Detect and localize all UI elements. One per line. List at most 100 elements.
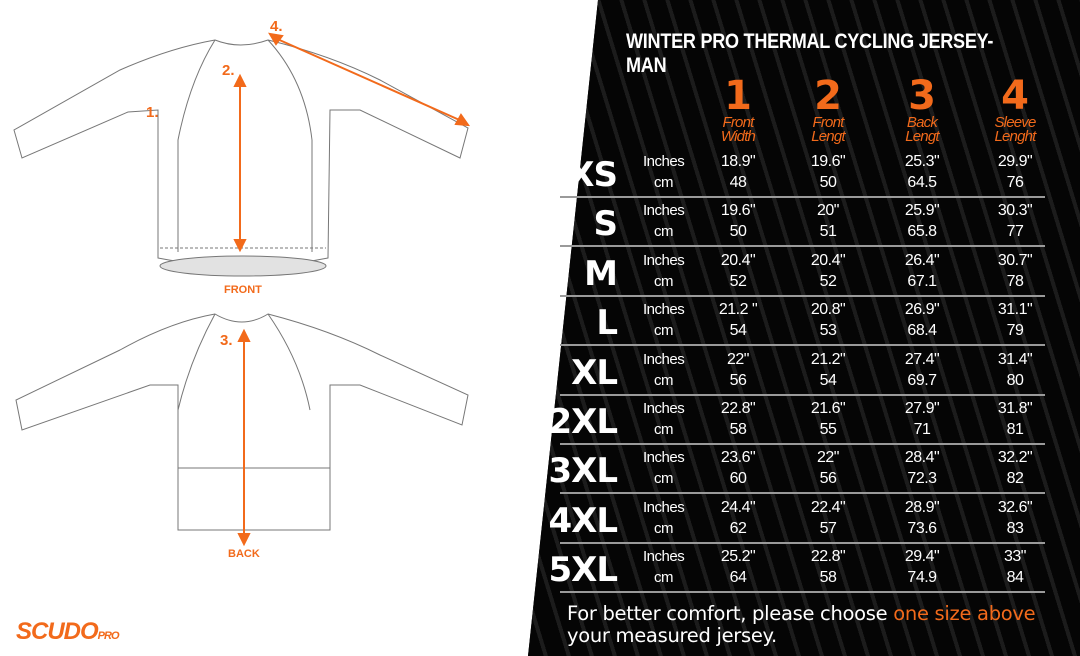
value-inches: 22" (817, 449, 839, 467)
value-inches: 22" (727, 350, 749, 368)
value-inches: 22.8" (810, 548, 846, 566)
value-inches: 27.9" (904, 400, 940, 417)
jersey-diagrams (13, 32, 471, 547)
column-header-1: 1 Front Width (693, 76, 783, 144)
column-header-2: 2 Front Lengt (783, 76, 873, 144)
value-cm: 62 (729, 519, 747, 537)
back-caption: BACK (228, 548, 260, 560)
column-header-3: 3 Back Lengt (877, 76, 967, 144)
unit-inches: Inches (643, 350, 685, 368)
value-inches: 22.4" (810, 498, 846, 516)
back-jersey-drawing (15, 313, 469, 531)
size-label: XL (571, 352, 618, 393)
column-number: 3 (908, 73, 936, 119)
value-cm: 52 (819, 272, 837, 290)
value-cm: 74.9 (907, 569, 937, 587)
column-header-4: 4 Sleeve Lenght (970, 76, 1060, 144)
column-label: Front Width (720, 114, 756, 145)
value-cm: 60 (729, 470, 747, 488)
unit-inches: Inches (643, 498, 685, 516)
value-inches: 21.2 " (718, 301, 758, 319)
value-cm: 68.4 (907, 322, 937, 340)
value-cm: 54 (729, 322, 747, 340)
column-label: Back Lengt (905, 114, 939, 145)
value-inches: 28.9" (904, 498, 940, 516)
unit-inches: Inches (643, 251, 685, 269)
column-number: 1 (724, 73, 752, 119)
unit-cm: cm (654, 421, 674, 438)
size-label: S (593, 204, 618, 245)
label-front-length: 2. (222, 62, 235, 79)
value-cm: 57 (819, 519, 837, 537)
size-row-4xl: 4XL Inches cm 24.4" 62 22.4" 57 28.9" 73.6 3… (548, 495, 1045, 544)
value-inches: 21.6" (810, 400, 846, 417)
value-inches: 27.4" (904, 350, 940, 368)
value-inches: 30.7" (997, 251, 1033, 269)
value-cm: 56 (729, 371, 747, 389)
unit-inches: Inches (643, 548, 685, 566)
value-cm: 77 (1006, 223, 1024, 241)
value-inches: 28.4" (904, 449, 940, 467)
column-number: 4 (1001, 73, 1029, 119)
size-row-l: L Inches cm 21.2 " 54 20.8" 53 26.9" 68.4 31… (560, 297, 1045, 347)
value-inches: 25.3" (904, 153, 940, 170)
size-label: 2XL (548, 402, 618, 442)
size-label: 3XL (548, 451, 618, 492)
unit-cm: cm (654, 223, 674, 241)
fit-note: For better comfort, please choose one si… (567, 602, 1036, 647)
column-label: Sleeve Lenght (994, 114, 1036, 145)
unit-inches: Inches (643, 301, 685, 319)
size-label: L (596, 303, 618, 344)
column-label: Front Lengt (811, 114, 845, 145)
value-cm: 50 (819, 174, 837, 191)
scudo-pro-logo: SCUDOPRO (16, 618, 120, 645)
size-row-xl: XL Inches cm 22" 56 21.2" 54 27.4" 69.7 31.4… (560, 347, 1045, 396)
unit-cm: cm (654, 272, 674, 290)
value-cm: 83 (1006, 519, 1024, 537)
value-cm: 81 (1006, 421, 1024, 438)
size-row-m: M Inches cm 20.4" 52 20.4" 52 26.4" 67.1 30.… (560, 248, 1045, 297)
value-cm: 53 (819, 322, 837, 340)
value-inches: 32.6" (997, 498, 1033, 516)
unit-inches: Inches (643, 202, 685, 220)
value-inches: 22.8" (720, 400, 756, 417)
value-cm: 48 (729, 174, 747, 191)
value-inches: 31.4" (997, 350, 1033, 368)
value-inches: 19.6" (720, 202, 756, 220)
label-sleeve-length: 4. (270, 18, 283, 35)
front-jersey-drawing (13, 39, 469, 277)
unit-cm: cm (654, 470, 674, 488)
value-cm: 69.7 (907, 371, 937, 389)
value-inches: 30.3" (997, 202, 1033, 220)
value-cm: 58 (819, 569, 837, 587)
value-cm: 78 (1006, 272, 1024, 290)
value-inches: 31.8" (997, 400, 1033, 417)
value-inches: 26.9" (904, 301, 940, 319)
chart-title: WINTER PRO THERMAL CYCLING JERSEY-MAN (626, 30, 994, 77)
value-cm: 50 (729, 223, 747, 241)
value-inches: 20.4" (810, 251, 846, 269)
size-label: 4XL (548, 500, 618, 541)
size-row-3xl: 3XL Inches cm 23.6" 60 22" 56 28.4" 72.3 32.… (548, 445, 1045, 495)
size-row-2xl: 2XL Inches cm 22.8" 58 21.6" 55 27.9" 71 31.… (548, 396, 1045, 445)
value-inches: 26.4" (904, 251, 940, 269)
size-row-5xl: 5XL Inches cm 25.2" 64 22.8" 58 29.4" 74.9 3… (548, 544, 1045, 594)
value-inches: 32.2" (997, 449, 1033, 467)
size-row-s: S Inches cm 19.6" 50 20" 51 25.9" 65.8 30.3"… (560, 198, 1045, 248)
value-inches: 20.8" (810, 301, 846, 319)
label-back-length: 3. (220, 332, 233, 349)
value-cm: 55 (819, 421, 837, 438)
value-cm: 84 (1006, 569, 1024, 587)
value-cm: 76 (1006, 174, 1024, 191)
value-inches: 29.9" (997, 153, 1033, 170)
unit-cm: cm (654, 322, 674, 340)
value-inches: 23.6" (720, 449, 756, 467)
value-inches: 33" (1004, 548, 1026, 566)
front-caption: FRONT (224, 284, 262, 296)
value-inches: 20" (817, 202, 839, 220)
size-label: 5XL (548, 550, 618, 591)
value-inches: 25.9" (904, 202, 940, 220)
size-row-xs: XS Inches cm 18.9" 48 19.6" 50 25.3" 64.5 29… (560, 149, 1045, 198)
fit-note-highlight: one size above (893, 602, 1036, 625)
